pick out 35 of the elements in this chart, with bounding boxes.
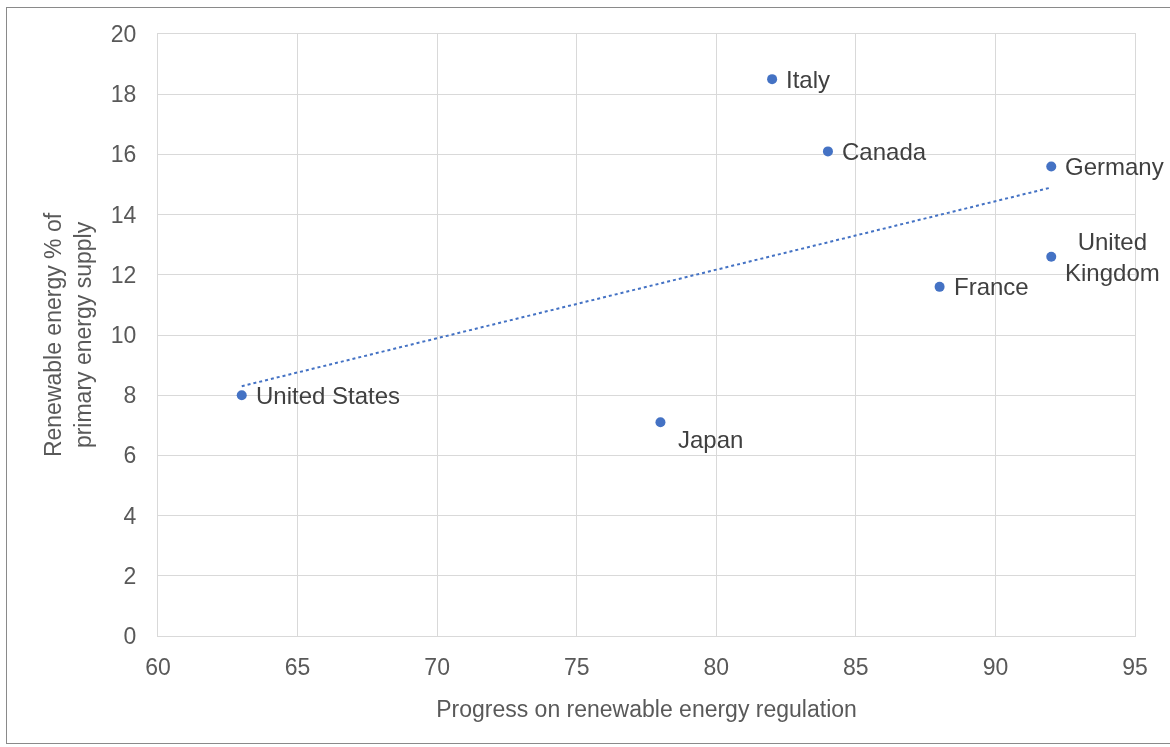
y-tick-label: 12	[110, 261, 137, 288]
y-tick-label: 16	[110, 141, 137, 168]
y-tick-label: 2	[123, 562, 137, 589]
y-tick-label: 10	[110, 322, 137, 349]
y-tick-label: 18	[110, 81, 137, 108]
annotation: United Kingdom	[1065, 228, 1160, 287]
x-tick-label: 95	[1122, 653, 1148, 680]
annotation: United States	[256, 382, 401, 409]
x-tick-label: 85	[843, 653, 869, 680]
x-tick-label: 75	[563, 653, 590, 680]
x-tick-label: 80	[703, 653, 730, 680]
y-tick-label: 20	[110, 21, 137, 48]
y-tick-label: 4	[123, 502, 137, 529]
point	[1046, 161, 1057, 172]
y-tick-label: 14	[110, 201, 137, 228]
point	[767, 74, 778, 85]
point	[655, 417, 666, 428]
y-axis-title: Renewable energy % of primary energy supply	[40, 212, 97, 458]
annotation: Germany	[1065, 153, 1164, 180]
annotation: Italy	[786, 66, 831, 93]
annotation: France	[954, 273, 1029, 300]
x-axis-title: Progress on renewable energy regulation	[436, 696, 857, 723]
y-tick-label: 0	[123, 623, 137, 650]
point	[822, 146, 833, 157]
x-tick-label: 70	[424, 653, 450, 680]
y-tick-label: 8	[123, 382, 137, 409]
x-tick-label: 60	[145, 653, 171, 680]
y-tick-label: 6	[123, 442, 137, 469]
point	[1046, 251, 1057, 262]
x-tick-label: 65	[284, 653, 311, 680]
annotation: Canada	[842, 138, 927, 165]
point	[236, 390, 247, 401]
point	[934, 281, 945, 292]
x-tick-label: 90	[982, 653, 1009, 680]
annotation: Japan	[678, 426, 744, 453]
